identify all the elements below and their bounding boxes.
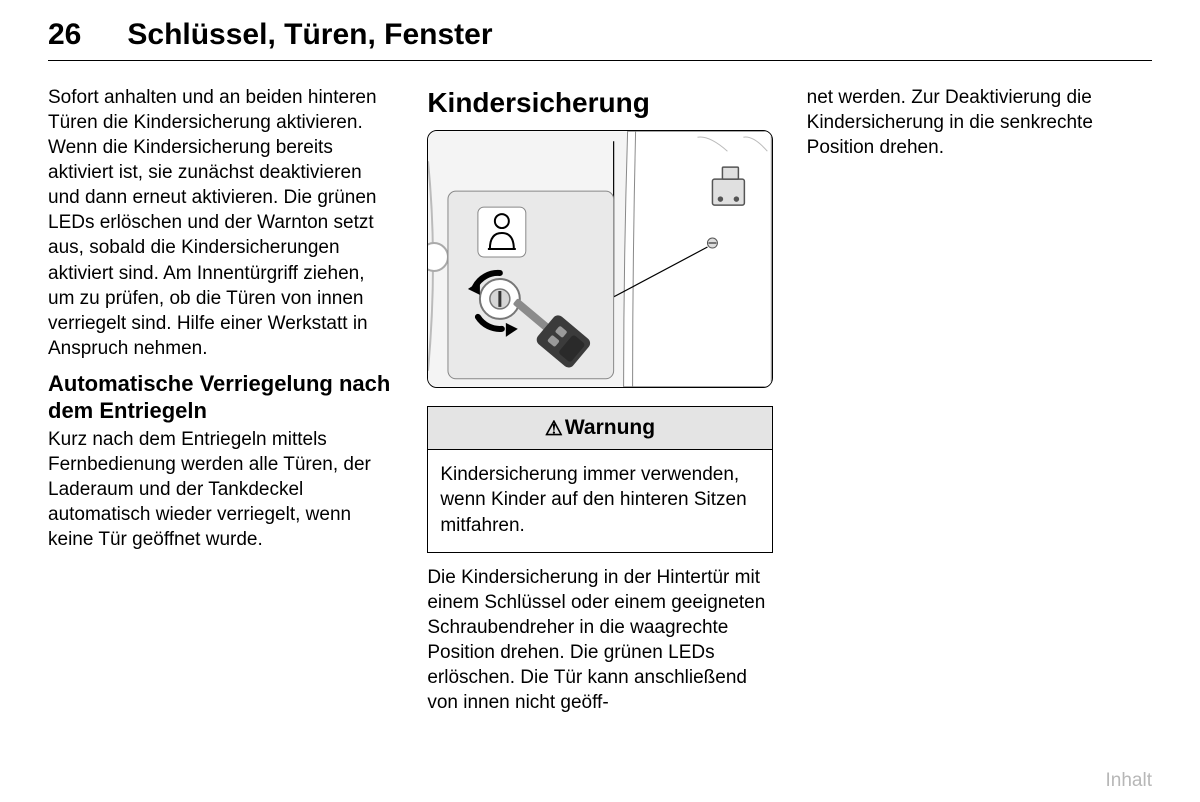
col3-continuation: net werden. Zur Deaktivierung die Kinder…: [807, 85, 1152, 160]
child-lock-illustration-icon: [428, 131, 771, 387]
warning-title: ⚠Warnung: [428, 407, 771, 450]
figure-child-lock: [427, 130, 772, 388]
page-header: 26 Schlüssel, Türen, Fenster: [48, 18, 1152, 61]
page-number: 26: [48, 18, 81, 52]
section-heading-kindersicherung: Kindersicherung: [427, 85, 772, 122]
footer-toc-link[interactable]: Inhalt: [1106, 770, 1152, 792]
manual-page: 26 Schlüssel, Türen, Fenster Sofort anha…: [0, 0, 1200, 802]
warning-box: ⚠Warnung Kindersicherung immer verwen­de…: [427, 406, 772, 553]
warning-label-text: Warnung: [565, 416, 655, 439]
content-columns: Sofort anhalten und an beiden hinte­ren …: [48, 85, 1152, 725]
col1-paragraph-1: Sofort anhalten und an beiden hinte­ren …: [48, 85, 393, 361]
col1-subheading-1: Automatische Verriegelung nach dem Entri…: [48, 371, 393, 425]
chapter-title: Schlüssel, Türen, Fenster: [127, 18, 492, 52]
column-3: net werden. Zur Deaktivierung die Kinder…: [807, 85, 1152, 725]
col2-paragraph-after-warning: Die Kindersicherung in der Hintertür mit…: [427, 565, 772, 715]
warning-triangle-icon: ⚠: [545, 416, 563, 442]
column-2: Kindersicherung: [427, 85, 772, 725]
column-1: Sofort anhalten und an beiden hinte­ren …: [48, 85, 393, 725]
warning-body-text: Kindersicherung immer verwen­den, wenn K…: [428, 450, 771, 551]
col1-subheading-1-body: Kurz nach dem Entriegeln mittels Fernbed…: [48, 427, 393, 552]
